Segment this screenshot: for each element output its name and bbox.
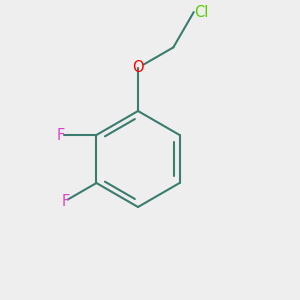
Text: F: F [56,128,64,142]
Text: Cl: Cl [194,4,208,20]
Text: O: O [132,60,144,75]
Text: F: F [61,194,69,208]
